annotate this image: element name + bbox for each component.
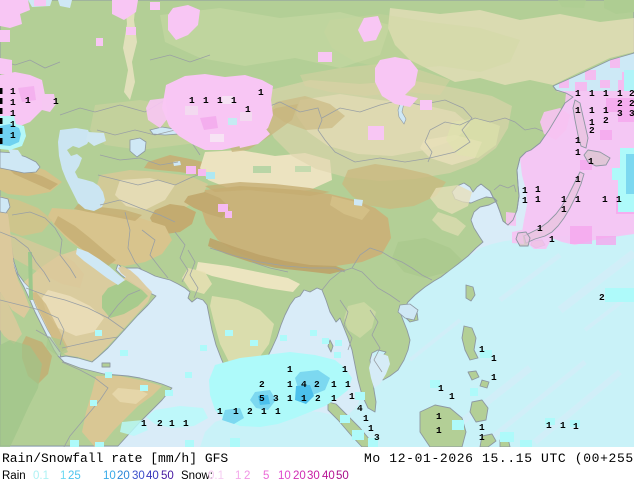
svg-text:1: 1 <box>522 195 528 206</box>
svg-text:1: 1 <box>331 379 337 390</box>
svg-text:1: 1 <box>169 418 175 429</box>
svg-text:1: 1 <box>549 234 555 245</box>
svg-text:1: 1 <box>603 88 609 99</box>
svg-text:1: 1 <box>589 105 595 116</box>
svg-text:2: 2 <box>617 98 623 109</box>
svg-text:2: 2 <box>629 88 634 99</box>
svg-text:1: 1 <box>436 425 442 436</box>
svg-text:1: 1 <box>575 88 581 99</box>
svg-text:1: 1 <box>217 406 223 417</box>
svg-text:1: 1 <box>368 423 374 434</box>
svg-text:1: 1 <box>10 119 16 130</box>
svg-text:1: 1 <box>573 421 579 432</box>
svg-text:1: 1 <box>342 364 348 375</box>
svg-text:1: 1 <box>349 391 355 402</box>
svg-text:1: 1 <box>231 95 237 106</box>
svg-text:1: 1 <box>53 96 59 107</box>
svg-text:1: 1 <box>537 223 543 234</box>
svg-text:1: 1 <box>25 95 31 106</box>
svg-text:1: 1 <box>479 344 485 355</box>
svg-text:1: 1 <box>603 105 609 116</box>
svg-text:1: 1 <box>233 406 239 417</box>
svg-text:1: 1 <box>10 130 16 141</box>
svg-text:1: 1 <box>183 418 189 429</box>
svg-text:1: 1 <box>141 418 147 429</box>
svg-text:1: 1 <box>491 353 497 364</box>
svg-text:2: 2 <box>315 393 321 404</box>
svg-text:1: 1 <box>287 364 293 375</box>
svg-text:3: 3 <box>629 108 634 119</box>
svg-text:1: 1 <box>575 105 581 116</box>
svg-text:1: 1 <box>287 379 293 390</box>
svg-text:2: 2 <box>589 125 595 136</box>
svg-text:1: 1 <box>438 383 444 394</box>
svg-text:1: 1 <box>575 194 581 205</box>
svg-text:1: 1 <box>561 204 567 215</box>
svg-text:1: 1 <box>261 406 267 417</box>
svg-text:1: 1 <box>479 422 485 433</box>
svg-text:1: 1 <box>491 372 497 383</box>
svg-text:1: 1 <box>10 108 16 119</box>
svg-text:1: 1 <box>588 156 594 167</box>
svg-text:1: 1 <box>436 411 442 422</box>
svg-text:1: 1 <box>189 95 195 106</box>
svg-text:1: 1 <box>522 185 528 196</box>
svg-text:1: 1 <box>560 420 566 431</box>
svg-text:1: 1 <box>575 135 581 146</box>
svg-text:2: 2 <box>629 98 634 109</box>
svg-text:1: 1 <box>245 104 251 115</box>
svg-text:1: 1 <box>575 174 581 185</box>
svg-text:3: 3 <box>273 393 279 404</box>
svg-text:1: 1 <box>617 88 623 99</box>
svg-text:1: 1 <box>575 147 581 158</box>
svg-text:1: 1 <box>301 393 307 404</box>
svg-text:1: 1 <box>258 87 264 98</box>
svg-text:3: 3 <box>374 432 380 443</box>
svg-text:1: 1 <box>616 194 622 205</box>
svg-text:4: 4 <box>301 379 307 390</box>
svg-text:1: 1 <box>589 117 595 128</box>
svg-text:3: 3 <box>617 108 623 119</box>
svg-text:2: 2 <box>314 379 320 390</box>
svg-text:2: 2 <box>247 406 253 417</box>
svg-text:1: 1 <box>535 194 541 205</box>
svg-text:2: 2 <box>157 418 163 429</box>
svg-text:1: 1 <box>479 432 485 443</box>
svg-text:1: 1 <box>203 95 209 106</box>
svg-text:1: 1 <box>535 184 541 195</box>
svg-text:1: 1 <box>589 88 595 99</box>
svg-text:1: 1 <box>287 393 293 404</box>
svg-text:1: 1 <box>10 86 16 97</box>
svg-text:1: 1 <box>363 413 369 424</box>
svg-text:1: 1 <box>602 194 608 205</box>
svg-text:4: 4 <box>357 403 363 414</box>
svg-text:1: 1 <box>345 379 351 390</box>
svg-text:1: 1 <box>10 97 16 108</box>
svg-text:1: 1 <box>217 95 223 106</box>
svg-text:5: 5 <box>259 393 265 404</box>
svg-text:1: 1 <box>275 406 281 417</box>
svg-text:1: 1 <box>331 393 337 404</box>
svg-text:2: 2 <box>603 115 609 126</box>
svg-text:1: 1 <box>546 420 552 431</box>
svg-text:1: 1 <box>561 194 567 205</box>
svg-text:1: 1 <box>449 391 455 402</box>
svg-text:2: 2 <box>599 292 605 303</box>
svg-text:2: 2 <box>259 379 265 390</box>
